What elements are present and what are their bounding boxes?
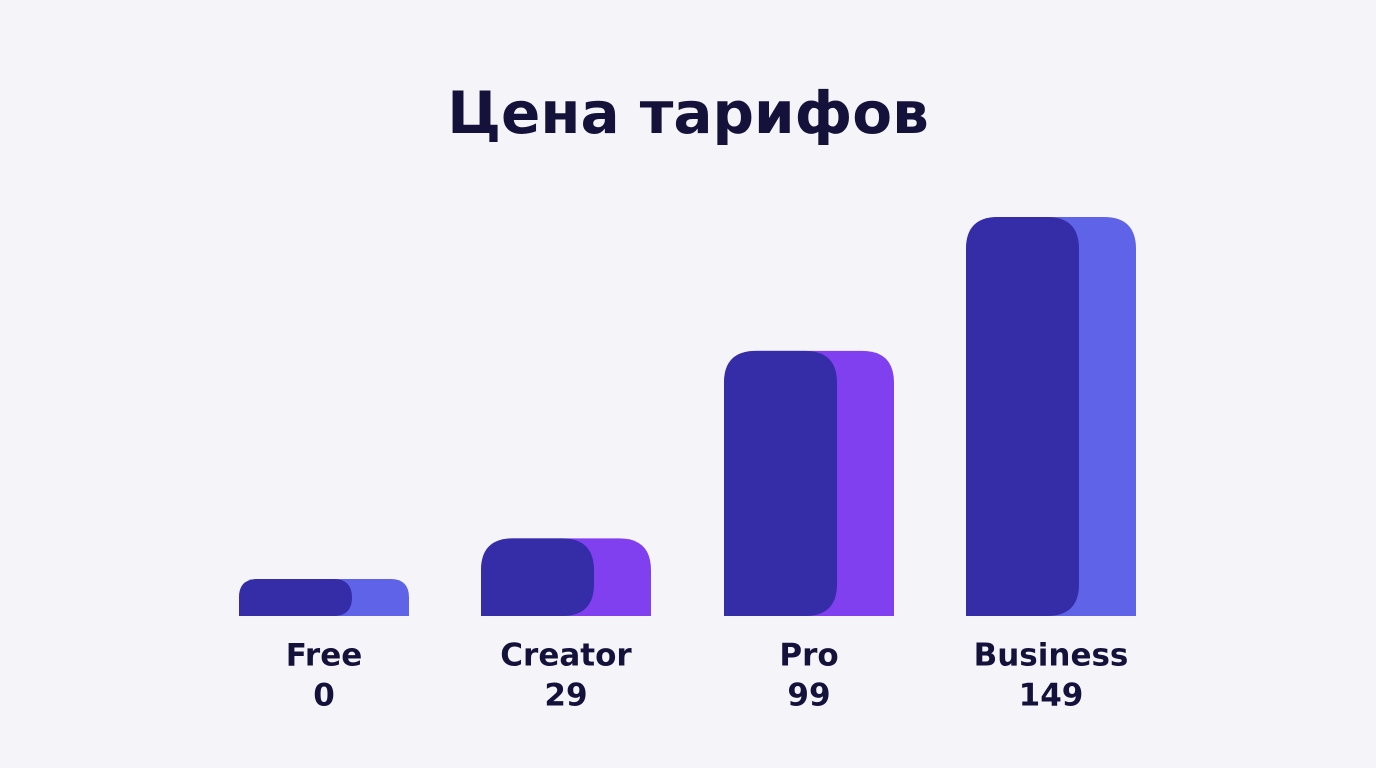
value-label: 29 [544,678,587,714]
category-label: Business [974,638,1129,674]
value-label: 0 [313,678,335,714]
category-label: Creator [500,638,632,674]
bar-front [239,579,352,616]
chart-title: Цена тарифов [447,79,929,147]
bar-front [966,217,1079,616]
bar-front [481,538,594,616]
bar-front [724,350,837,616]
value-label: 99 [787,678,830,714]
value-label: 149 [1019,678,1084,714]
category-label: Free [286,638,363,674]
category-label: Pro [779,638,838,674]
